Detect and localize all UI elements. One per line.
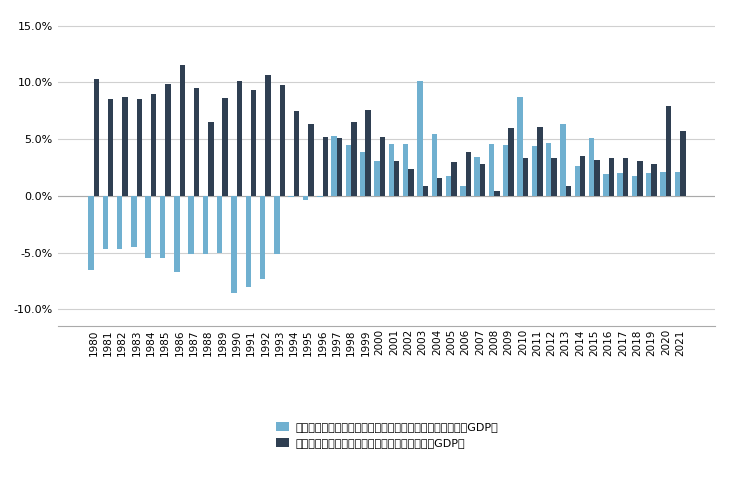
Bar (589, 138, 594, 196)
Bar (88, 196, 93, 270)
Bar (265, 74, 271, 196)
Bar (466, 152, 471, 196)
Bar (137, 99, 142, 196)
Bar (437, 178, 442, 196)
Bar (288, 196, 294, 197)
Bar (446, 176, 451, 196)
Bar (661, 172, 666, 196)
Bar (474, 157, 480, 196)
Bar (203, 196, 208, 254)
Bar (208, 122, 214, 196)
Bar (666, 106, 671, 196)
Bar (174, 196, 180, 272)
Bar (494, 192, 499, 196)
Bar (323, 137, 328, 196)
Bar (580, 156, 585, 196)
Bar (337, 138, 342, 196)
Bar (151, 94, 156, 196)
Bar (609, 158, 614, 196)
Bar (237, 81, 242, 196)
Bar (594, 160, 600, 196)
Bar (165, 84, 171, 196)
Bar (680, 131, 685, 196)
Bar (331, 136, 337, 196)
Bar (537, 127, 542, 196)
Bar (403, 144, 408, 196)
Bar (366, 110, 371, 196)
Bar (160, 196, 165, 258)
Bar (180, 65, 185, 196)
Bar (423, 186, 428, 196)
Bar (503, 145, 509, 196)
Bar (603, 174, 609, 196)
Bar (260, 196, 265, 279)
Bar (551, 158, 557, 196)
Bar (251, 90, 256, 196)
Bar (103, 196, 108, 249)
Bar (388, 144, 394, 196)
Bar (280, 85, 285, 196)
Bar (451, 162, 457, 196)
Bar (480, 164, 485, 196)
Legend: 資金循環：非金融民間企業部門の資金余剰・不足の対名目GDP比, 資金循環：家計部門の資金余剰・不足の対名目GDP比: 資金循環：非金融民間企業部門の資金余剰・不足の対名目GDP比, 資金循環：家計部… (273, 420, 501, 450)
Bar (560, 124, 566, 196)
Bar (145, 196, 151, 258)
Bar (117, 196, 123, 249)
Bar (460, 186, 466, 196)
Bar (351, 122, 356, 196)
Bar (93, 79, 99, 196)
Bar (651, 164, 657, 196)
Bar (360, 152, 366, 196)
Bar (518, 97, 523, 196)
Bar (509, 128, 514, 196)
Bar (637, 161, 642, 196)
Bar (408, 168, 414, 196)
Bar (566, 186, 571, 196)
Bar (380, 137, 385, 196)
Bar (308, 124, 314, 196)
Bar (488, 144, 494, 196)
Bar (303, 196, 308, 201)
Bar (123, 97, 128, 196)
Bar (546, 143, 551, 196)
Bar (294, 111, 299, 196)
Bar (231, 196, 237, 293)
Bar (431, 133, 437, 196)
Bar (108, 99, 113, 196)
Bar (631, 176, 637, 196)
Bar (346, 145, 351, 196)
Bar (374, 161, 380, 196)
Bar (245, 196, 251, 287)
Bar (531, 146, 537, 196)
Bar (274, 196, 280, 254)
Bar (223, 98, 228, 196)
Bar (317, 196, 323, 197)
Bar (675, 172, 680, 196)
Bar (394, 161, 399, 196)
Bar (575, 167, 580, 196)
Bar (646, 173, 651, 196)
Bar (188, 196, 194, 254)
Bar (418, 81, 423, 196)
Bar (194, 88, 199, 196)
Bar (131, 196, 137, 247)
Bar (523, 158, 529, 196)
Bar (217, 196, 223, 252)
Bar (623, 158, 629, 196)
Bar (618, 173, 623, 196)
